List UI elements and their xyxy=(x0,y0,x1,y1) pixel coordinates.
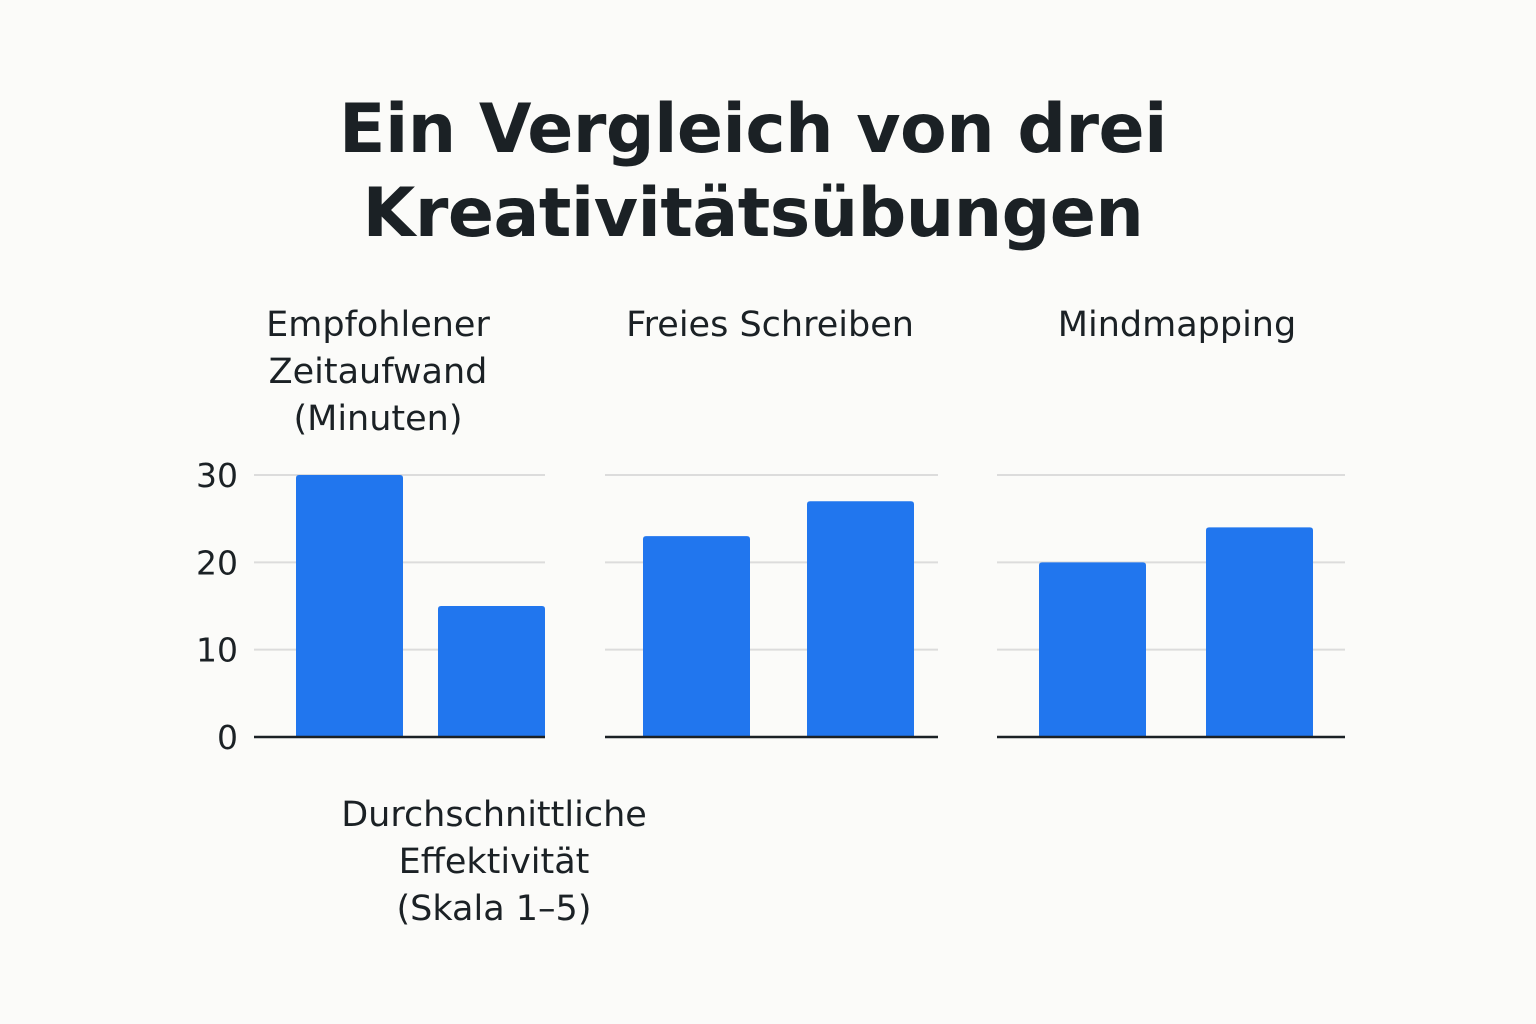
y-tick-label: 0 xyxy=(217,718,238,757)
bottom-label: Durchschnittliche xyxy=(341,795,647,835)
bottom-label: (Skala 1–5) xyxy=(397,889,592,929)
bar xyxy=(643,536,750,737)
bar xyxy=(296,475,403,737)
chart-title: Ein Vergleich von drei Kreativitätsübung… xyxy=(0,88,1506,256)
bar xyxy=(1039,562,1146,737)
bottom-label: Effektivität xyxy=(399,842,590,882)
panel-label: Freies Schreiben xyxy=(626,305,914,345)
panel-label: Zeitaufwand xyxy=(269,352,488,392)
chart-title-line-1: Ein Vergleich von drei xyxy=(339,90,1167,169)
chart-title-line-2: Kreativitätsübungen xyxy=(362,174,1144,253)
y-tick-label: 30 xyxy=(196,456,238,495)
bar xyxy=(1206,527,1313,737)
panel-label: Mindmapping xyxy=(1058,305,1296,345)
bar xyxy=(807,501,914,737)
y-tick-label: 10 xyxy=(196,631,238,670)
y-tick-label: 20 xyxy=(196,543,238,582)
panel-label: Empfohlener xyxy=(266,305,490,345)
bar xyxy=(438,606,545,737)
panel-label: (Minuten) xyxy=(293,399,462,439)
